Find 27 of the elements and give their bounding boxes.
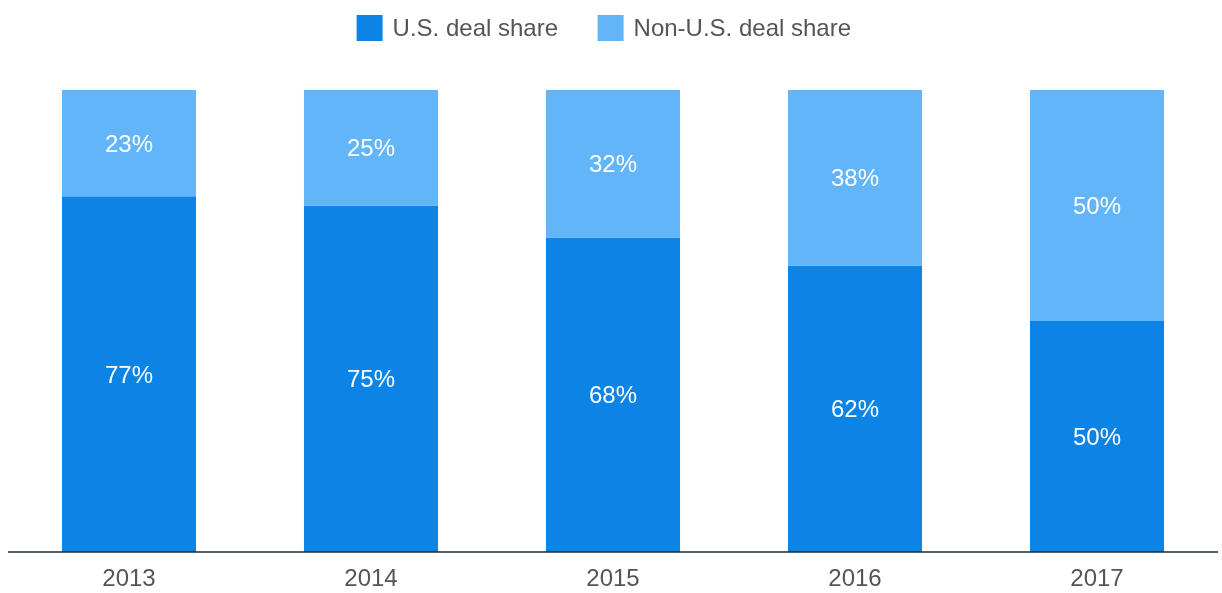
- bar: [1029, 321, 1165, 552]
- data-label: 38%: [830, 164, 880, 192]
- bar: [545, 237, 681, 552]
- data-label: 62%: [830, 395, 880, 423]
- x-tick-label: 2016: [828, 564, 882, 591]
- data-label: 68%: [588, 381, 638, 409]
- data-label: 32%: [588, 150, 638, 178]
- legend-label: Non-U.S. deal share: [633, 14, 852, 42]
- data-label: 50%: [1072, 191, 1122, 219]
- x-tick-label: 2013: [102, 564, 156, 591]
- bar: [787, 90, 923, 266]
- data-label: 23%: [104, 129, 154, 157]
- x-tick-label: 2017: [1070, 564, 1124, 591]
- bar: [787, 265, 923, 552]
- x-tick-label: 2014: [344, 564, 398, 591]
- bar: [61, 196, 197, 552]
- data-label: 77%: [104, 360, 154, 388]
- data-label: 75%: [346, 365, 396, 393]
- data-label: 25%: [346, 134, 396, 162]
- bar: [303, 90, 439, 206]
- x-tick-label: 2015: [586, 564, 640, 591]
- legend-label: U.S. deal share: [392, 14, 559, 42]
- data-label: 50%: [1072, 422, 1122, 450]
- bar: [61, 90, 197, 197]
- bar: [303, 205, 439, 552]
- bar: [545, 90, 681, 238]
- bar: [1029, 90, 1165, 321]
